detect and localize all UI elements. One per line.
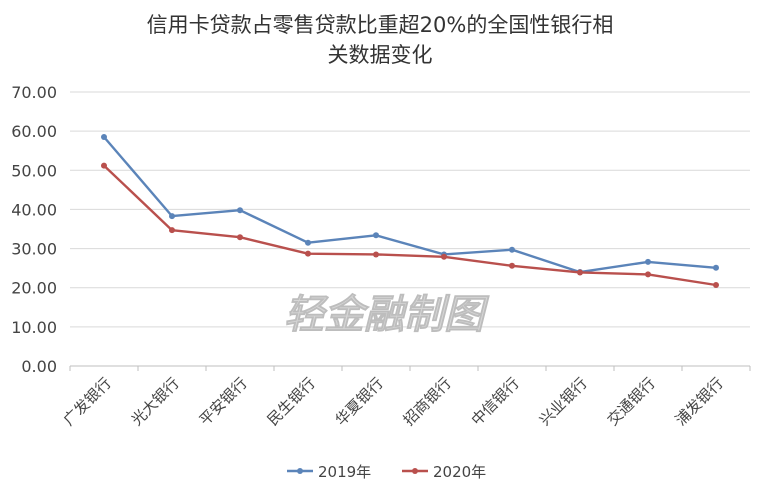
x-tick-label: 交通银行 xyxy=(604,374,659,429)
legend-label: 2020年 xyxy=(433,463,486,481)
series-line-0 xyxy=(102,135,718,274)
y-tick-label: 40.00 xyxy=(11,200,57,219)
x-tick-label: 民生银行 xyxy=(264,374,319,429)
data-point xyxy=(441,253,447,260)
data-point xyxy=(305,250,311,257)
legend-label: 2019年 xyxy=(318,463,371,481)
data-point xyxy=(237,207,243,214)
data-point xyxy=(509,262,515,269)
data-point xyxy=(305,239,311,246)
gridlines xyxy=(70,91,750,367)
x-tick-label: 浦发银行 xyxy=(672,374,727,429)
y-tick-label: 20.00 xyxy=(11,279,57,298)
x-tick-label: 广发银行 xyxy=(60,374,115,429)
x-tick-label: 兴业银行 xyxy=(536,374,591,429)
y-tick-label: 10.00 xyxy=(11,318,57,337)
legend: 2019年 2020年 xyxy=(287,463,486,481)
data-point xyxy=(577,269,583,276)
y-tick-label: 0.00 xyxy=(21,357,57,376)
x-tick-label: 华夏银行 xyxy=(332,374,387,429)
chart-title-line-1: 信用卡贷款占零售贷款比重超20%的全国性银行相 xyxy=(147,13,614,37)
x-tick-label: 平安银行 xyxy=(196,374,251,429)
y-tick-label: 70.00 xyxy=(11,83,57,102)
data-point xyxy=(713,264,719,271)
x-axis-ticks: 广发银行 光大银行 平安银行 民生银行 华夏银行 招商银行 中信银行 兴业银行 交通银行 浦发银行 xyxy=(60,366,751,429)
data-point xyxy=(645,271,651,278)
legend-swatch-marker xyxy=(412,468,418,474)
x-tick-label: 招商银行 xyxy=(400,374,455,429)
watermark: 轻金融制图 xyxy=(284,291,490,338)
legend-swatch-marker xyxy=(297,468,303,474)
data-point xyxy=(713,281,719,288)
y-axis-ticks: 0.00 10.00 20.00 30.00 40.00 50.00 60.00 70.00 xyxy=(11,83,57,376)
series xyxy=(101,134,719,288)
data-point xyxy=(169,213,175,220)
x-tick-label: 光大银行 xyxy=(128,374,183,429)
y-tick-label: 50.00 xyxy=(11,161,57,180)
data-point xyxy=(509,246,515,253)
data-point xyxy=(373,251,379,258)
y-tick-label: 60.00 xyxy=(11,122,57,141)
data-point xyxy=(237,234,243,241)
data-point xyxy=(645,258,651,265)
data-point xyxy=(101,162,107,169)
data-point xyxy=(169,227,175,234)
series-line-1 xyxy=(102,164,718,287)
x-tick-label: 中信银行 xyxy=(468,374,523,429)
data-point xyxy=(101,134,107,141)
chart-title-line-2: 关数据变化 xyxy=(328,43,433,67)
data-point xyxy=(373,232,379,239)
y-tick-label: 30.00 xyxy=(11,240,57,259)
